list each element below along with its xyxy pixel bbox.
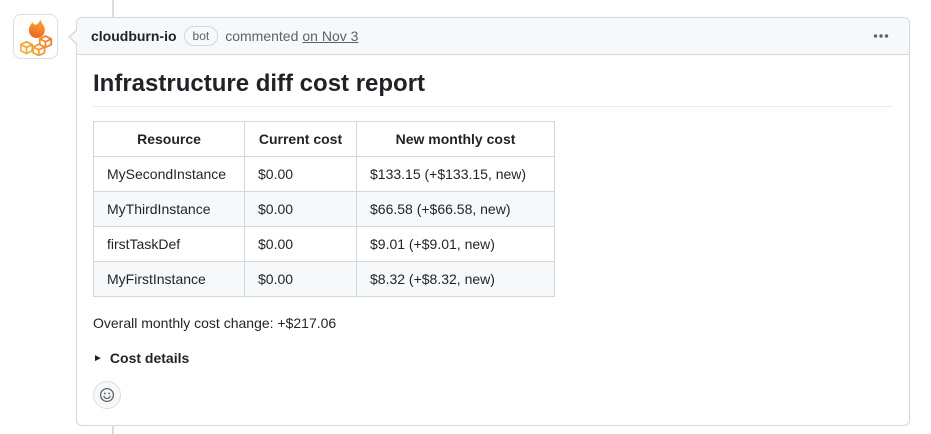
table-header-row: Resource Current cost New monthly cost	[94, 122, 555, 157]
cell-resource: MySecondInstance	[94, 157, 245, 192]
avatar[interactable]	[13, 14, 58, 59]
cell-current-cost: $0.00	[245, 157, 357, 192]
comment-author[interactable]: cloudburn-io	[91, 26, 177, 46]
kebab-menu-button[interactable]	[869, 26, 893, 46]
cell-new-monthly-cost: $8.32 (+$8.32, new)	[357, 262, 555, 297]
comment-body: Infrastructure diff cost report Resource…	[77, 55, 909, 425]
cloudburn-logo-icon	[17, 18, 55, 56]
cell-new-monthly-cost: $133.15 (+$133.15, new)	[357, 157, 555, 192]
report-title: Infrastructure diff cost report	[93, 69, 893, 107]
cost-details-summary[interactable]: ► Cost details	[93, 348, 189, 369]
col-header-new-monthly-cost: New monthly cost	[357, 122, 555, 157]
cell-new-monthly-cost: $66.58 (+$66.58, new)	[357, 192, 555, 227]
overall-cost-change-line: Overall monthly cost change: +$217.06	[93, 313, 893, 334]
cell-resource: MyFirstInstance	[94, 262, 245, 297]
comment-timestamp-link[interactable]: on Nov 3	[302, 26, 358, 46]
comment-action-text: commented	[225, 26, 298, 46]
cell-current-cost: $0.00	[245, 192, 357, 227]
col-header-resource: Resource	[94, 122, 245, 157]
table-row: MySecondInstance $0.00 $133.15 (+$133.15…	[94, 157, 555, 192]
cell-resource: MyThirdInstance	[94, 192, 245, 227]
table-row: MyThirdInstance $0.00 $66.58 (+$66.58, n…	[94, 192, 555, 227]
cost-table: Resource Current cost New monthly cost M…	[93, 121, 555, 297]
add-reaction-button[interactable]	[93, 381, 121, 409]
disclosure-triangle-icon: ►	[93, 348, 103, 369]
cell-new-monthly-cost: $9.01 (+$9.01, new)	[357, 227, 555, 262]
table-row: firstTaskDef $0.00 $9.01 (+$9.01, new)	[94, 227, 555, 262]
table-row: MyFirstInstance $0.00 $8.32 (+$8.32, new…	[94, 262, 555, 297]
cell-current-cost: $0.00	[245, 227, 357, 262]
bot-badge: bot	[184, 26, 219, 46]
cell-current-cost: $0.00	[245, 262, 357, 297]
cell-resource: firstTaskDef	[94, 227, 245, 262]
comment-card: cloudburn-io bot commented on Nov 3 Infr…	[76, 17, 910, 426]
kebab-horizontal-icon	[873, 28, 889, 44]
col-header-current-cost: Current cost	[245, 122, 357, 157]
cost-details-label: Cost details	[110, 348, 189, 369]
comment-header: cloudburn-io bot commented on Nov 3	[77, 18, 909, 55]
smiley-icon	[99, 387, 115, 403]
